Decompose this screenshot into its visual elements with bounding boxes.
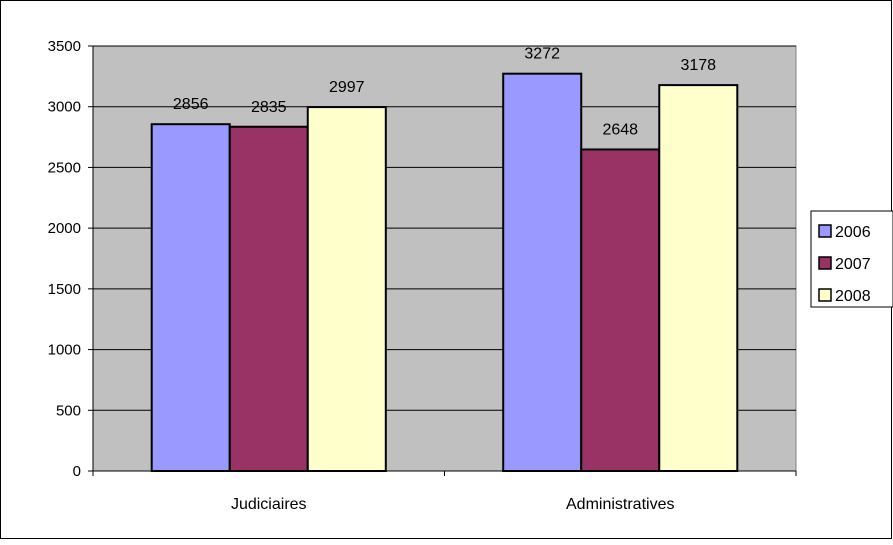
y-tick-label: 500	[56, 402, 81, 419]
y-tick-label: 3500	[48, 38, 81, 55]
x-axis: Judiciaires Administratives	[92, 470, 797, 513]
y-tick-label: 1000	[48, 342, 81, 359]
bar-2007-administratives	[580, 148, 661, 472]
legend: 2006 2007 2008	[810, 210, 893, 308]
y-tick-label: 2000	[48, 220, 81, 237]
data-label: 2648	[602, 121, 638, 138]
data-label: 3178	[680, 57, 716, 74]
legend-label-2007: 2007	[835, 256, 871, 273]
x-tick-label: Judiciaires	[231, 496, 307, 513]
y-axis: 0 500 1000 1500 2000 2500 3000 3500	[48, 38, 94, 480]
data-label: 3272	[524, 46, 560, 63]
data-label: 2997	[329, 79, 365, 96]
bar-2006-judiciaires	[150, 123, 231, 472]
legend-swatch-2008	[818, 288, 832, 302]
y-tick-label: 3000	[48, 99, 81, 116]
legend-swatch-2007	[818, 256, 832, 270]
bar-2007-judiciaires	[228, 125, 309, 472]
bar-2008-judiciaires	[306, 106, 387, 472]
legend-label-2008: 2008	[835, 288, 871, 305]
bar-2008-administratives	[658, 84, 739, 472]
data-label: 2835	[251, 99, 287, 116]
data-label: 2856	[173, 96, 209, 113]
bars	[150, 72, 739, 473]
y-tick-label: 2500	[48, 159, 81, 176]
y-tick-label: 0	[73, 463, 81, 480]
y-tick-label: 1500	[48, 281, 81, 298]
x-tick-label: Administratives	[566, 496, 674, 513]
data-labels: 2856 2835 2997 3272 2648 3178	[173, 46, 716, 139]
legend-label-2006: 2006	[835, 224, 871, 241]
legend-swatch-2006	[818, 224, 832, 238]
bar-2006-administratives	[502, 72, 583, 473]
